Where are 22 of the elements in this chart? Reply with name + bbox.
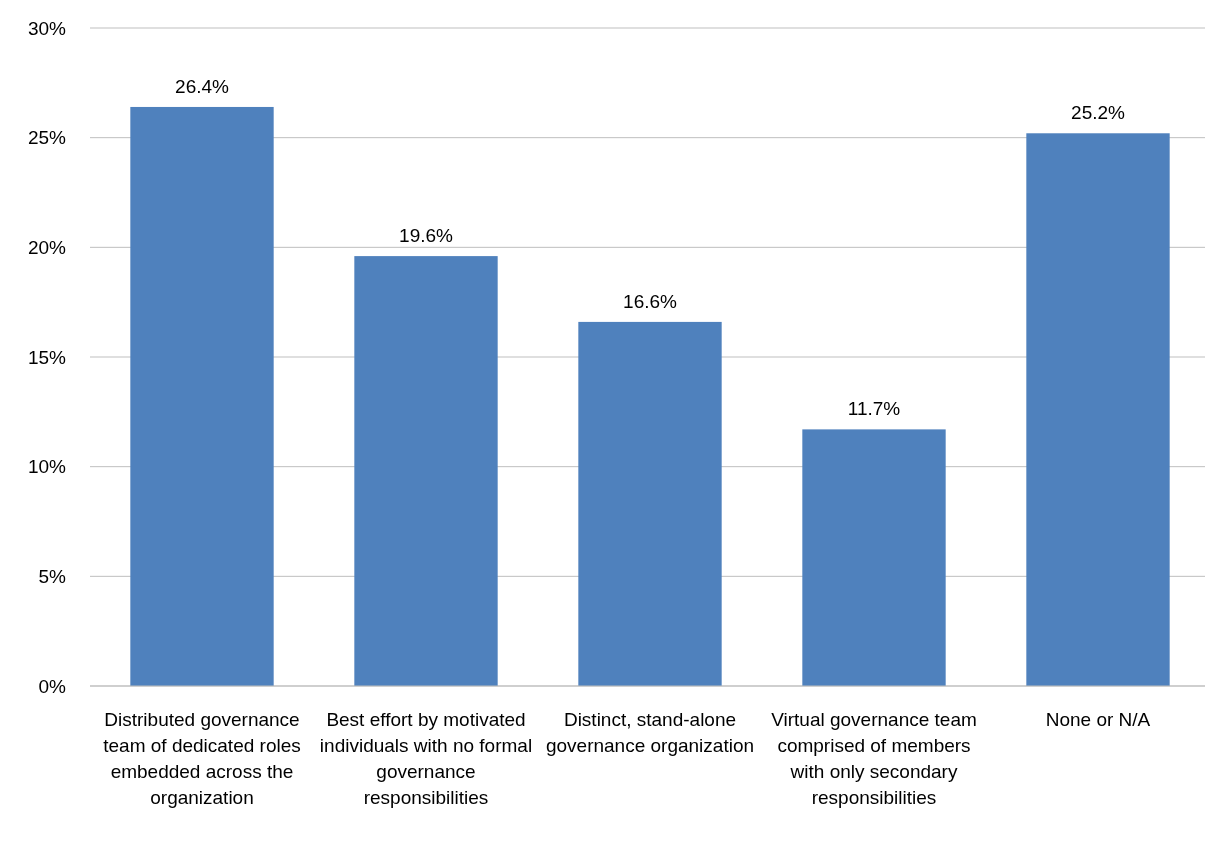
y-tick-label: 25% xyxy=(27,127,67,149)
bar xyxy=(130,106,274,686)
bar xyxy=(1026,133,1170,686)
bar xyxy=(354,256,498,686)
bar xyxy=(578,321,722,686)
data-label: 26.4% xyxy=(175,75,230,97)
y-tick-label: 30% xyxy=(27,17,67,39)
x-tick-label: Distinct, stand-alone governance organization xyxy=(545,709,755,756)
data-label: 11.7% xyxy=(847,398,901,420)
y-tick-label: 15% xyxy=(27,346,67,368)
y-tick-label: 5% xyxy=(38,565,67,587)
y-tick-label: 20% xyxy=(27,236,67,258)
x-tick-label: Distributed governance team of dedicated roles embedded across the organization xyxy=(103,709,301,808)
y-tick-label: 10% xyxy=(27,456,67,478)
data-label: 19.6% xyxy=(399,225,454,247)
bar xyxy=(802,429,946,686)
data-label: 25.2% xyxy=(1071,102,1126,124)
x-tick-label: None or N/A xyxy=(1045,709,1151,730)
x-tick-label: Best effort by motivated individuals with no formal governance responsibilities xyxy=(319,709,533,808)
data-label: 16.6% xyxy=(623,290,678,312)
x-tick-label: Virtual governance team comprised of members with only secondary responsibilities xyxy=(771,709,977,808)
y-tick-label: 0% xyxy=(38,675,67,697)
